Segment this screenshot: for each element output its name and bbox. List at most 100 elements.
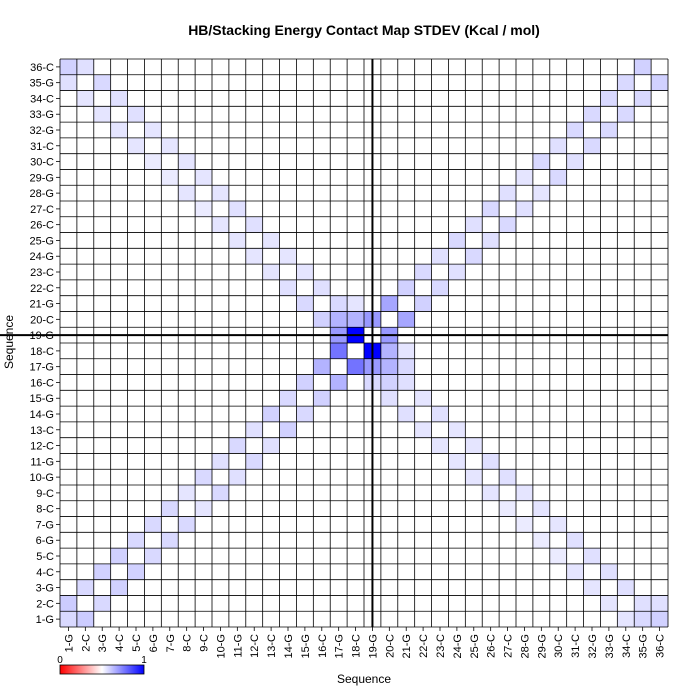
heatmap-cell bbox=[161, 500, 179, 517]
x-tick-label: 10-G bbox=[215, 634, 227, 658]
heatmap-cell bbox=[195, 469, 212, 485]
heatmap-cell bbox=[296, 264, 314, 280]
heatmap-cell bbox=[60, 59, 77, 75]
heatmap-cell bbox=[262, 264, 280, 280]
heatmap-cell bbox=[448, 453, 466, 470]
y-tick-label: 33-G bbox=[30, 109, 54, 121]
x-tick-label: 5-C bbox=[131, 634, 143, 652]
heatmap-cell bbox=[161, 137, 179, 154]
heatmap-cell bbox=[465, 437, 483, 454]
heatmap-cell bbox=[228, 232, 246, 249]
heatmap-cell bbox=[127, 563, 145, 580]
x-tick-label: 30-C bbox=[553, 634, 565, 658]
heatmap-cell bbox=[380, 374, 398, 391]
heatmap-cell bbox=[279, 279, 297, 296]
heatmap-grid bbox=[59, 58, 669, 628]
heatmap-cell bbox=[651, 595, 668, 612]
heatmap-cell bbox=[313, 358, 331, 375]
heatmap-cell bbox=[93, 563, 111, 580]
heatmap-cell bbox=[313, 311, 331, 328]
x-tick-label: 19-G bbox=[367, 634, 379, 658]
heatmap-cell bbox=[397, 311, 415, 328]
heatmap-cell bbox=[313, 279, 331, 296]
colorbar-min-label: 0 bbox=[57, 655, 63, 666]
heatmap-cell bbox=[583, 106, 601, 123]
x-tick-label: 22-C bbox=[418, 634, 430, 658]
y-tick-label: 21-G bbox=[30, 299, 54, 311]
heatmap-cell bbox=[178, 153, 196, 170]
heatmap-cell bbox=[397, 279, 415, 296]
heatmap-cell bbox=[549, 137, 567, 154]
y-tick-label: 2-C bbox=[36, 598, 54, 610]
y-tick-label: 6-G bbox=[36, 535, 54, 547]
heatmap-cell bbox=[414, 421, 432, 438]
heatmap-cell bbox=[228, 201, 246, 217]
x-tick-label: 28-G bbox=[519, 634, 531, 658]
heatmap-cell bbox=[651, 74, 668, 91]
chart-title: HB/Stacking Energy Contact Map STDEV (Kc… bbox=[188, 22, 540, 38]
y-tick-label: 4-C bbox=[36, 567, 54, 579]
x-tick-label: 24-G bbox=[452, 634, 464, 658]
heatmap-cell bbox=[617, 74, 635, 91]
heatmap-cell bbox=[380, 295, 398, 312]
x-tick-label: 13-C bbox=[266, 634, 278, 658]
y-tick-label: 28-G bbox=[30, 188, 54, 200]
heatmap-cell bbox=[651, 611, 668, 627]
x-tick-label: 32-G bbox=[587, 634, 599, 658]
heatmap-cell bbox=[482, 232, 500, 249]
y-tick-label: 19-G bbox=[30, 330, 54, 342]
heatmap-cell bbox=[380, 358, 398, 375]
heatmap-cell bbox=[60, 611, 77, 627]
heatmap-cell bbox=[482, 453, 500, 470]
heatmap-cell bbox=[93, 106, 111, 123]
heatmap-cell bbox=[76, 579, 94, 596]
y-tick-label: 36-C bbox=[30, 62, 54, 74]
heatmap-cell bbox=[76, 611, 94, 627]
heatmap-cell bbox=[600, 90, 618, 107]
y-tick-label: 15-G bbox=[30, 393, 54, 405]
y-tick-label: 22-C bbox=[30, 283, 54, 295]
heatmap-cell bbox=[262, 437, 280, 454]
heatmap-cell bbox=[397, 406, 415, 422]
heatmap-cell bbox=[617, 611, 635, 627]
x-tick-label: 1-G bbox=[63, 634, 75, 652]
y-tick-label: 35-G bbox=[30, 78, 54, 90]
heatmap-cell bbox=[482, 485, 500, 501]
heatmap-cell bbox=[279, 421, 297, 438]
y-tick-label: 20-C bbox=[30, 314, 54, 326]
heatmap-cell bbox=[330, 374, 348, 391]
y-tick-label: 14-G bbox=[30, 409, 54, 421]
y-tick-label: 18-C bbox=[30, 346, 54, 358]
heatmap-cell bbox=[245, 453, 263, 470]
heatmap-cell bbox=[516, 169, 533, 186]
heatmap-cell bbox=[634, 59, 652, 75]
heatmap-cell bbox=[347, 295, 364, 312]
x-tick-label: 17-G bbox=[334, 634, 346, 658]
heatmap-cell bbox=[583, 579, 601, 596]
colorbar-gradient bbox=[59, 664, 145, 675]
heatmap-cell bbox=[532, 153, 550, 170]
heatmap-cell bbox=[465, 248, 483, 265]
heatmap-cell bbox=[330, 295, 348, 312]
heatmap-cell bbox=[195, 201, 212, 217]
heatmap-cell bbox=[431, 248, 449, 265]
heatmap-cell bbox=[482, 201, 500, 217]
heatmap-cell bbox=[414, 295, 432, 312]
heatmap-cell bbox=[330, 311, 348, 328]
heatmap-cell bbox=[583, 548, 601, 564]
heatmap-cell bbox=[499, 469, 516, 485]
heatmap-cell bbox=[296, 406, 314, 422]
heatmap-cell bbox=[532, 185, 550, 201]
heatmap-cell bbox=[532, 500, 550, 517]
heatmap-cell bbox=[245, 216, 263, 233]
x-tick-label: 21-G bbox=[401, 634, 413, 658]
heatmap-cell bbox=[516, 201, 533, 217]
y-tick-label: 16-C bbox=[30, 377, 54, 389]
heatmap-cell bbox=[448, 232, 466, 249]
y-tick-label: 32-G bbox=[30, 125, 54, 137]
heatmap-cell bbox=[60, 74, 77, 91]
x-tick-label: 33-G bbox=[604, 634, 616, 658]
heatmap-cell bbox=[212, 185, 229, 201]
x-tick-label: 27-C bbox=[503, 634, 515, 658]
x-tick-label: 20-C bbox=[384, 634, 396, 658]
